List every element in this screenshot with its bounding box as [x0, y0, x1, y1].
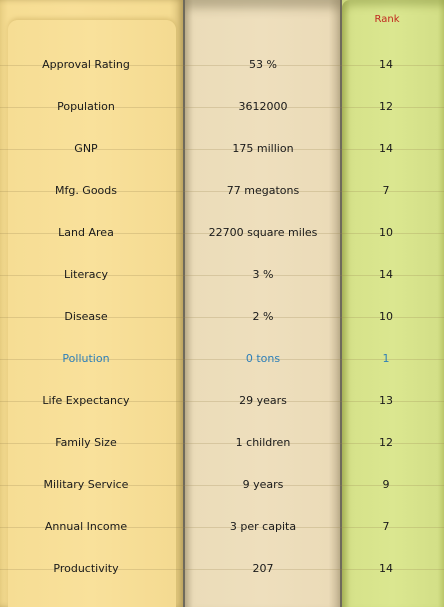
stat-label: Approval Rating [42, 58, 130, 71]
stat-row[interactable]: Productivity 207 14 [0, 558, 444, 580]
stat-row[interactable]: Life Expectancy 29 years 13 [0, 390, 444, 412]
row-rule [0, 401, 444, 402]
stat-rank: 1 [382, 352, 390, 365]
stat-row[interactable]: Approval Rating 53 % 14 [0, 54, 444, 76]
stat-label: Life Expectancy [42, 394, 130, 407]
label-column [0, 0, 184, 607]
rank-header: Rank [374, 14, 400, 25]
value-column [185, 0, 341, 607]
stat-label: Land Area [58, 226, 114, 239]
row-rule [0, 149, 444, 150]
stat-label: Annual Income [44, 520, 128, 533]
row-rule [0, 317, 444, 318]
stat-label: GNP [74, 142, 98, 155]
stat-rank: 12 [379, 436, 393, 449]
stat-label: Family Size [55, 436, 117, 449]
stat-value: 2 % [252, 310, 274, 323]
stat-value: 3612000 [238, 100, 288, 113]
stat-value: 9 years [242, 478, 284, 491]
stat-value: 77 megatons [226, 184, 300, 197]
stat-rank: 14 [379, 268, 393, 281]
stat-value: 22700 square miles [208, 226, 318, 239]
stat-rank: 9 [382, 478, 390, 491]
row-rule [0, 191, 444, 192]
stat-value: 175 million [232, 142, 294, 155]
stat-label: Mfg. Goods [54, 184, 118, 197]
stat-row[interactable]: Mfg. Goods 77 megatons 7 [0, 180, 444, 202]
stat-rank: 10 [379, 226, 393, 239]
row-rule [0, 569, 444, 570]
stat-value: 1 children [235, 436, 291, 449]
stat-label: Military Service [43, 478, 129, 491]
stat-row[interactable]: Population 3612000 12 [0, 96, 444, 118]
stat-value: 3 % [252, 268, 274, 281]
row-rule [0, 107, 444, 108]
stat-row[interactable]: Land Area 22700 square miles 10 [0, 222, 444, 244]
rank-column [342, 0, 444, 607]
stat-rank: 14 [379, 58, 393, 71]
stat-rank: 14 [379, 142, 393, 155]
stat-rank: 7 [382, 184, 390, 197]
stat-label: Population [57, 100, 115, 113]
stat-label: Pollution [62, 352, 110, 365]
stat-label: Literacy [63, 268, 109, 281]
label-column-panel [8, 20, 176, 607]
stat-rank: 10 [379, 310, 393, 323]
column-divider [183, 0, 185, 607]
stat-value: 29 years [239, 394, 287, 407]
stat-row[interactable]: Family Size 1 children 12 [0, 432, 444, 454]
stat-row[interactable]: Military Service 9 years 9 [0, 474, 444, 496]
rank-column-panel [342, 0, 444, 607]
column-divider [340, 0, 342, 607]
stat-row[interactable]: Annual Income 3 per capita 7 [0, 516, 444, 538]
stat-value: 3 per capita [229, 520, 297, 533]
stat-row[interactable]: Disease 2 % 10 [0, 306, 444, 328]
stat-rank: 14 [379, 562, 393, 575]
stat-row[interactable]: GNP 175 million 14 [0, 138, 444, 160]
row-rule [0, 233, 444, 234]
stat-row[interactable]: Literacy 3 % 14 [0, 264, 444, 286]
stat-label: Productivity [53, 562, 119, 575]
row-rule [0, 275, 444, 276]
stat-rank: 13 [379, 394, 393, 407]
row-rule [0, 527, 444, 528]
row-rule [0, 443, 444, 444]
stat-value: 0 tons [245, 352, 281, 365]
stat-value: 207 [252, 562, 274, 575]
row-rule [0, 65, 444, 66]
stat-label: Disease [64, 310, 108, 323]
stat-row[interactable]: Pollution 0 tons 1 [0, 348, 444, 370]
stat-rank: 12 [379, 100, 393, 113]
stat-value: 53 % [249, 58, 277, 71]
row-rule [0, 359, 444, 360]
row-rule [0, 485, 444, 486]
stat-rank: 7 [382, 520, 390, 533]
